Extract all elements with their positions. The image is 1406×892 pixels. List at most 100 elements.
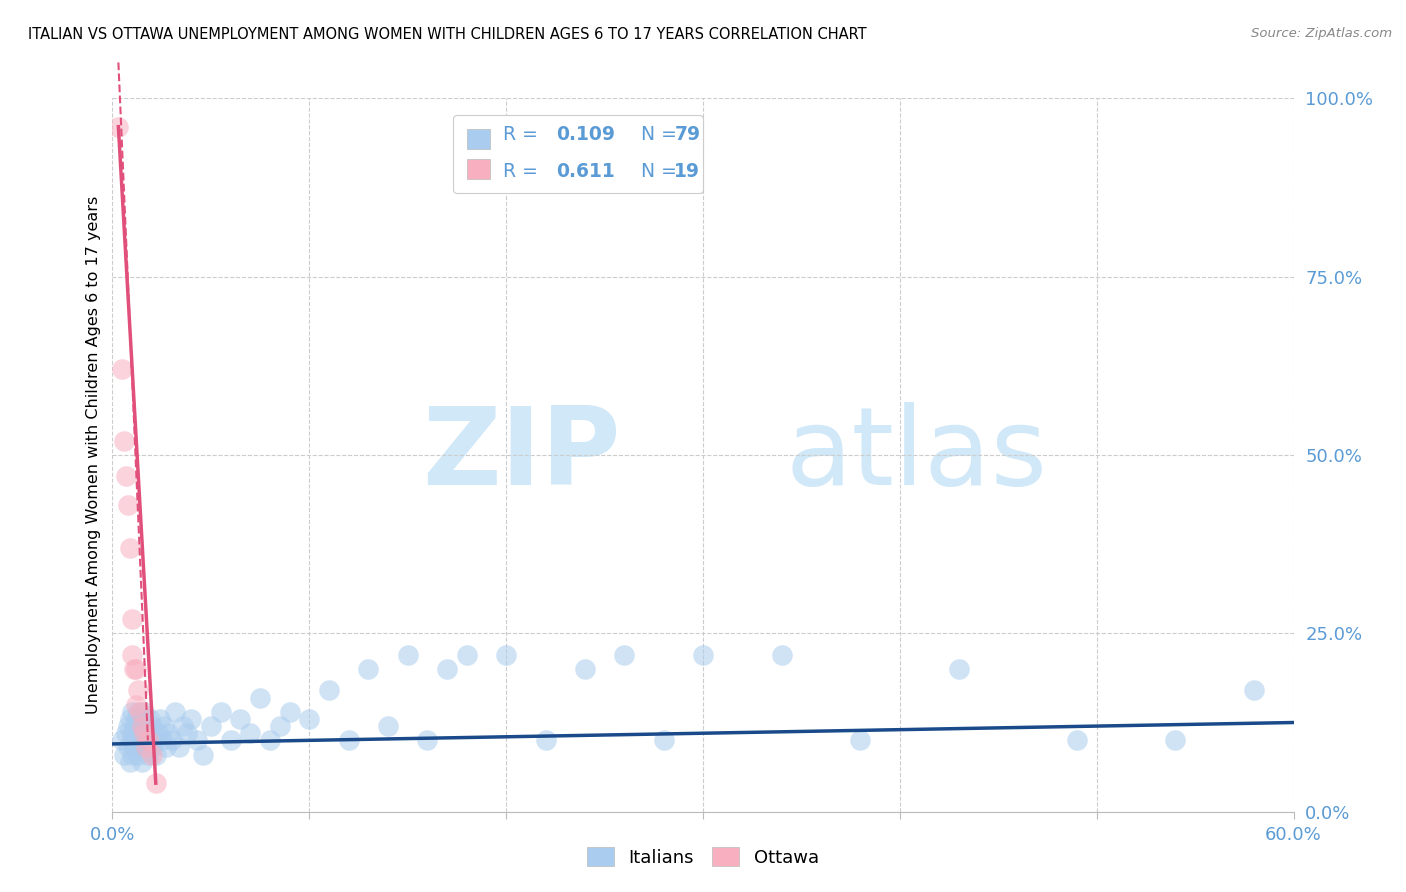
Point — [135, 719, 157, 733]
Point — [770, 648, 793, 662]
Point — [200, 719, 222, 733]
Point — [1243, 683, 1265, 698]
Point — [132, 726, 155, 740]
Point — [652, 733, 675, 747]
Point — [135, 740, 157, 755]
Point — [219, 733, 242, 747]
Point — [165, 705, 187, 719]
Point — [278, 705, 301, 719]
Point — [115, 726, 138, 740]
Point — [132, 705, 155, 719]
Point — [269, 719, 291, 733]
Point — [136, 733, 159, 747]
Point — [125, 712, 148, 726]
Point — [141, 747, 163, 762]
Point — [229, 712, 252, 726]
Point — [125, 698, 148, 712]
Point — [169, 740, 191, 755]
Point — [115, 469, 138, 483]
Point — [396, 648, 419, 662]
Point — [1164, 733, 1187, 747]
Legend: Italians, Ottawa: Italians, Ottawa — [579, 840, 827, 874]
Point — [132, 726, 155, 740]
Point — [337, 733, 360, 747]
Point — [127, 747, 149, 762]
Y-axis label: Unemployment Among Women with Children Ages 6 to 17 years: Unemployment Among Women with Children A… — [86, 196, 101, 714]
Point — [111, 362, 134, 376]
Point — [149, 712, 172, 726]
Text: atlas: atlas — [786, 402, 1047, 508]
Point — [142, 733, 165, 747]
Point — [120, 712, 142, 726]
Point — [129, 705, 152, 719]
Point — [121, 648, 143, 662]
Point — [129, 719, 152, 733]
Point — [239, 726, 262, 740]
Text: N =: N = — [630, 162, 683, 181]
Text: Source: ZipAtlas.com: Source: ZipAtlas.com — [1251, 27, 1392, 40]
Point — [139, 726, 162, 740]
Point — [131, 712, 153, 726]
Point — [186, 733, 208, 747]
Text: N =: N = — [630, 125, 683, 144]
Point — [135, 740, 157, 755]
Point — [534, 733, 557, 747]
Point — [156, 726, 179, 740]
Point — [125, 733, 148, 747]
Point — [249, 690, 271, 705]
Point — [150, 733, 173, 747]
Point — [121, 705, 143, 719]
Point — [122, 719, 145, 733]
Point — [112, 747, 135, 762]
Point — [127, 726, 149, 740]
Point — [121, 612, 143, 626]
Point — [357, 662, 380, 676]
Text: R =: R = — [503, 125, 544, 144]
Point — [125, 662, 148, 676]
Text: ITALIAN VS OTTAWA UNEMPLOYMENT AMONG WOMEN WITH CHILDREN AGES 6 TO 17 YEARS CORR: ITALIAN VS OTTAWA UNEMPLOYMENT AMONG WOM… — [28, 27, 866, 42]
Point — [574, 662, 596, 676]
Point — [117, 719, 139, 733]
Point — [139, 712, 162, 726]
Point — [112, 434, 135, 448]
Text: R =: R = — [503, 162, 544, 181]
Point — [121, 726, 143, 740]
Point — [495, 648, 517, 662]
Legend:                               ,                               : , — [453, 115, 703, 193]
Point — [377, 719, 399, 733]
Point — [849, 733, 872, 747]
Text: 0.109: 0.109 — [557, 125, 616, 144]
Point — [141, 740, 163, 755]
Point — [259, 733, 281, 747]
Point — [176, 726, 198, 740]
Point — [141, 719, 163, 733]
Text: 0.611: 0.611 — [557, 162, 614, 181]
Point — [155, 740, 177, 755]
Point — [122, 740, 145, 755]
Point — [436, 662, 458, 676]
Point — [191, 747, 214, 762]
Point — [131, 719, 153, 733]
Point — [117, 740, 139, 755]
Point — [1066, 733, 1088, 747]
Point — [145, 776, 167, 790]
Point — [456, 648, 478, 662]
Point — [107, 120, 129, 134]
Point — [127, 705, 149, 719]
Point — [131, 755, 153, 769]
Point — [131, 733, 153, 747]
Point — [692, 648, 714, 662]
Point — [146, 726, 169, 740]
Point — [298, 712, 321, 726]
Point — [136, 733, 159, 747]
Point — [948, 662, 970, 676]
Point — [127, 683, 149, 698]
Point — [121, 747, 143, 762]
Point — [120, 755, 142, 769]
Text: ZIP: ZIP — [422, 402, 620, 508]
Point — [121, 733, 143, 747]
Point — [172, 719, 194, 733]
Point — [145, 747, 167, 762]
Text: 79: 79 — [675, 125, 700, 144]
Point — [122, 662, 145, 676]
